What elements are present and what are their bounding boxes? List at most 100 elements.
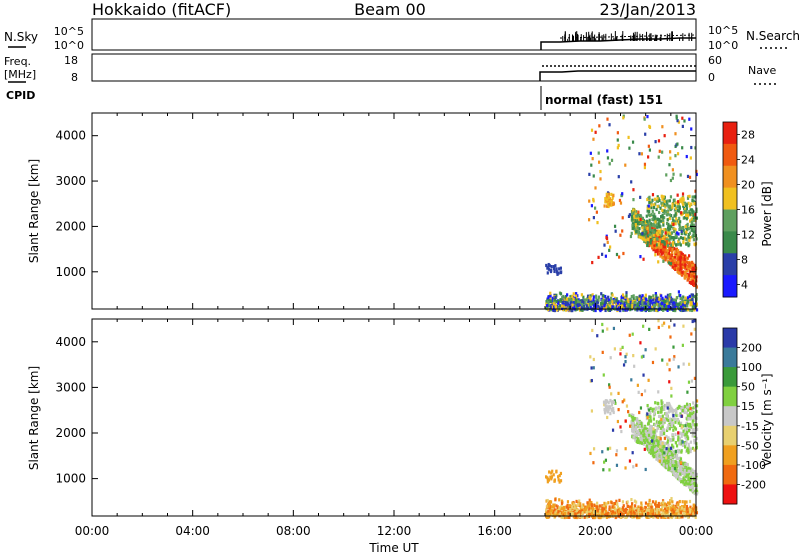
velocity-echo-cell	[689, 485, 692, 490]
power-echo-cell	[550, 303, 553, 307]
velocity-echo-cell	[640, 431, 643, 435]
power-echo-cell	[689, 225, 693, 229]
velocity-echo-cell	[650, 447, 653, 451]
velocity-echo-cell	[686, 390, 689, 394]
power-echo-cell	[552, 266, 556, 270]
power-echo-cell	[680, 231, 683, 236]
power-echo-cell	[634, 307, 637, 312]
velocity-echo-cell	[661, 414, 664, 418]
power-echo-cell	[586, 294, 590, 298]
power-echo-cell	[579, 301, 582, 305]
velocity-echo-cell	[646, 412, 649, 416]
power-echo-cell	[637, 218, 640, 223]
power-echo-cell	[651, 228, 654, 233]
velocity-echo-cell	[647, 378, 650, 382]
velocity-echo-cell	[684, 424, 687, 428]
velocity-echo-cell	[632, 465, 635, 469]
velocity-echo-cell	[678, 442, 681, 446]
velocity-echo-cell	[628, 513, 632, 517]
velocity-echo-cell	[654, 508, 657, 513]
velocity-echo-cell	[662, 444, 665, 449]
power-echo-cell	[691, 282, 695, 287]
power-echo-cell	[656, 249, 659, 253]
power-echo-cell	[587, 299, 590, 303]
velocity-echo-cell	[601, 322, 604, 327]
power-echo-cell	[688, 273, 691, 277]
power-echo-cell	[650, 223, 653, 227]
power-echo-cell	[619, 301, 622, 305]
velocity-echo-cell	[638, 428, 641, 433]
velocity-echo-cell	[605, 509, 608, 513]
power-echo-cell	[687, 244, 690, 248]
velocity-echo-cell	[679, 457, 683, 461]
power-echo-cell	[687, 264, 690, 268]
power-echo-cell	[677, 232, 680, 236]
velocity-echo-cell	[693, 432, 696, 436]
velocity-echo-cell	[686, 434, 689, 439]
power-echo-cell	[624, 163, 627, 167]
velocity-echo-cell	[695, 423, 698, 427]
x-tick-labels: 00:00 04:00 08:00 12:00 16:00 20:00 00:00	[75, 524, 714, 538]
power-echo-cell	[691, 198, 694, 203]
velocity-echo-cell	[603, 460, 606, 464]
power-echo-cell	[671, 176, 674, 180]
velocity-echo-cell	[634, 500, 638, 504]
velocity-echo-cell	[675, 464, 679, 469]
power-echo-cell	[582, 295, 585, 299]
power-echo-cell	[683, 308, 686, 312]
power-echo-cell	[684, 213, 688, 217]
velocity-echo-cell	[663, 448, 666, 452]
power-echo-cell	[550, 305, 553, 309]
velocity-echo-cell	[687, 442, 690, 446]
power-echo-cell	[654, 245, 658, 250]
power-echo-cell	[685, 237, 688, 242]
velocity-echo-cell	[686, 436, 690, 440]
velocity-echo-cell	[571, 512, 574, 516]
power-echo-cell	[609, 304, 612, 308]
power-echo-cell	[678, 206, 681, 210]
x-tick-label: 12:00	[377, 524, 412, 538]
power-echo-cell	[609, 296, 613, 300]
velocity-echo-cell	[590, 378, 593, 383]
power-echo-cell	[681, 211, 685, 215]
power-echo-cell	[692, 218, 695, 223]
power-echo-cell	[687, 201, 690, 205]
velocity-echo-cell	[659, 448, 662, 452]
velocity-echo-cell	[663, 436, 666, 440]
power-echo-cell	[661, 230, 664, 234]
power-echo-cell	[694, 212, 697, 217]
x-axis-label: Time UT	[368, 541, 419, 554]
velocity-echo-cell	[641, 437, 644, 441]
velocity-echo-cell	[693, 510, 696, 514]
power-echo-cell	[592, 295, 595, 299]
velocity-echo-cell	[613, 501, 616, 506]
power-echo-cell	[685, 269, 689, 273]
velocity-echo-cell	[550, 475, 553, 480]
power-echo-cell	[655, 231, 658, 235]
velocity-echo-cell	[552, 473, 555, 477]
power-echo-cell	[662, 259, 665, 263]
power-echo-cell	[649, 230, 652, 235]
power-echo-cell	[678, 258, 681, 262]
power-echo-cell	[606, 202, 609, 206]
velocity-echo-cell	[680, 506, 684, 510]
velocity-echo-cell	[649, 433, 653, 437]
power-echo-cell	[639, 299, 642, 303]
power-echo-cell	[665, 240, 668, 244]
power-echo-cell	[686, 241, 690, 245]
velocity-echo-cell	[557, 475, 560, 479]
power-echo-cell	[590, 163, 593, 167]
power-echo-cell	[685, 227, 689, 232]
velocity-echo-cell	[695, 436, 698, 441]
velocity-echo-cell	[559, 479, 563, 483]
power-echo-cell	[554, 303, 557, 307]
velocity-echo-cell	[655, 438, 658, 442]
power-echo-cell	[677, 120, 680, 124]
velocity-echo-cell	[693, 438, 696, 442]
velocity-echo-cell	[655, 510, 658, 514]
power-echo-cell	[663, 250, 666, 254]
power-echo-cell	[615, 297, 619, 301]
power-echo-cell	[634, 305, 637, 309]
velocity-echo-cell	[635, 463, 638, 467]
velocity-echo-cell	[637, 423, 640, 427]
